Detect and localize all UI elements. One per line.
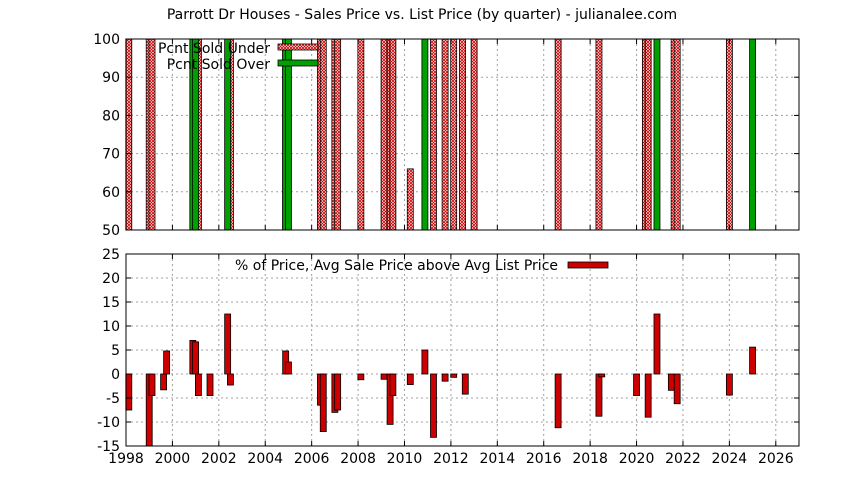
x-tick-label: 2018 bbox=[572, 451, 608, 467]
bar-pct-of-price bbox=[595, 373, 603, 417]
bar-pct-of-price bbox=[192, 341, 200, 375]
y-tick-label: 70 bbox=[102, 147, 120, 163]
bar-pct-of-price bbox=[450, 373, 458, 378]
bar-sold-under bbox=[450, 38, 458, 231]
bar-pct-of-price bbox=[389, 373, 397, 397]
bar-pct-of-price bbox=[206, 373, 214, 397]
legend-swatch bbox=[277, 43, 319, 51]
bar-sold-under bbox=[554, 38, 562, 231]
bar-pct-of-price bbox=[285, 361, 292, 375]
y-tick-label: -15 bbox=[97, 439, 120, 455]
y-tick-label: 0 bbox=[111, 367, 120, 383]
x-tick-label: 2012 bbox=[433, 451, 469, 467]
bar-sold-under bbox=[148, 38, 156, 231]
bar-sold-under bbox=[673, 38, 681, 231]
x-tick-label: 2008 bbox=[340, 451, 376, 467]
bar-pct-of-price bbox=[148, 373, 156, 397]
bar-pct-of-price bbox=[441, 373, 449, 382]
bar-sold-under bbox=[319, 38, 327, 231]
bottom-panel-pct-of-price: -15 -10 -5 0 5 10 15 20 25 1998 2000 2002 2004 2006 20… bbox=[97, 247, 800, 467]
legend-label: Pcnt Sold Under bbox=[158, 41, 270, 57]
bar-pct-of-price bbox=[406, 373, 414, 385]
legend-swatch bbox=[567, 261, 609, 269]
bar-sold-under bbox=[441, 38, 449, 231]
x-tick-label: 2010 bbox=[387, 451, 423, 467]
x-tick-label: 2000 bbox=[155, 451, 191, 467]
y-tick-label: 80 bbox=[102, 108, 120, 124]
bar-pct-of-price bbox=[163, 350, 171, 375]
bar-pct-of-price bbox=[227, 373, 234, 386]
bar-pct-of-price bbox=[224, 313, 232, 375]
bar-pct-of-price bbox=[644, 373, 652, 418]
plot-frame bbox=[125, 38, 800, 231]
bar-sold-under bbox=[725, 38, 733, 231]
bar-pct-of-price bbox=[554, 373, 562, 429]
y-tick-label: 50 bbox=[102, 223, 120, 239]
x-tick-label: 2004 bbox=[247, 451, 283, 467]
bar-pct-of-price bbox=[598, 373, 606, 378]
x-tick-label: 2020 bbox=[619, 451, 655, 467]
bar-pct-of-price bbox=[125, 373, 133, 411]
chart-title: Parrott Dr Houses - Sales Price vs. List… bbox=[167, 7, 677, 23]
bar-sold-over bbox=[749, 38, 756, 231]
bar-sold-under bbox=[357, 38, 365, 231]
x-tick-label: 2002 bbox=[201, 451, 237, 467]
y-tick-label: 15 bbox=[102, 295, 120, 311]
bar-sold-under bbox=[644, 38, 652, 231]
bar-pct-of-price bbox=[380, 373, 388, 380]
bar-sold-under bbox=[406, 168, 414, 231]
x-tick-label: 2006 bbox=[294, 451, 330, 467]
y-tick-label: 25 bbox=[102, 247, 120, 263]
bar-sold-under bbox=[470, 38, 478, 231]
y-tick-label: 60 bbox=[102, 185, 120, 201]
bar-pct-of-price bbox=[195, 373, 202, 397]
x-tick-label: 2016 bbox=[526, 451, 562, 467]
bar-sold-under bbox=[380, 38, 388, 231]
x-tick-label: 2014 bbox=[479, 451, 515, 467]
x-tick-label: 2022 bbox=[665, 451, 701, 467]
bar-pct-of-price bbox=[653, 313, 661, 375]
y-tick-label: -5 bbox=[106, 391, 120, 407]
bar-sold-under bbox=[459, 38, 466, 231]
bar-pct-of-price bbox=[725, 373, 733, 396]
legend-swatch bbox=[277, 59, 319, 67]
bar-pct-of-price bbox=[334, 373, 342, 411]
y-tick-label: 90 bbox=[102, 70, 120, 86]
y-tick-label: 5 bbox=[111, 343, 120, 359]
bar-pct-of-price bbox=[319, 373, 327, 432]
bar-sold-under bbox=[430, 38, 437, 231]
y-tick-label: 10 bbox=[102, 319, 120, 335]
legend-label: % of Price, Avg Sale Price above Avg Lis… bbox=[235, 258, 558, 274]
bar-sold-under bbox=[389, 38, 397, 231]
bar-sold-over bbox=[285, 38, 292, 231]
bar-pct-of-price bbox=[749, 346, 756, 375]
x-tick-label: 2026 bbox=[758, 451, 794, 467]
bar-pct-of-price bbox=[357, 373, 365, 381]
bar-pct-of-price bbox=[421, 349, 429, 375]
x-tick-label: 2024 bbox=[712, 451, 748, 467]
bar-pct-of-price bbox=[633, 373, 640, 397]
bar-sold-over bbox=[653, 38, 661, 231]
bar-sold-under bbox=[125, 38, 133, 231]
bar-sold-under bbox=[595, 38, 603, 231]
bar-pct-of-price bbox=[430, 373, 437, 438]
bar-sold-under bbox=[334, 38, 342, 231]
y-tick-label: 100 bbox=[93, 32, 120, 48]
bar-pct-of-price bbox=[667, 373, 675, 391]
y-tick-label: 20 bbox=[102, 271, 120, 287]
bar-pct-of-price bbox=[160, 373, 167, 391]
legend-label: Pcnt Sold Over bbox=[167, 57, 271, 73]
x-tick-label: 1998 bbox=[108, 451, 144, 467]
y-tick-label: -10 bbox=[97, 415, 120, 431]
bar-pct-of-price bbox=[673, 373, 681, 405]
bar-sold-over bbox=[421, 38, 429, 231]
bar-pct-of-price bbox=[461, 373, 469, 395]
